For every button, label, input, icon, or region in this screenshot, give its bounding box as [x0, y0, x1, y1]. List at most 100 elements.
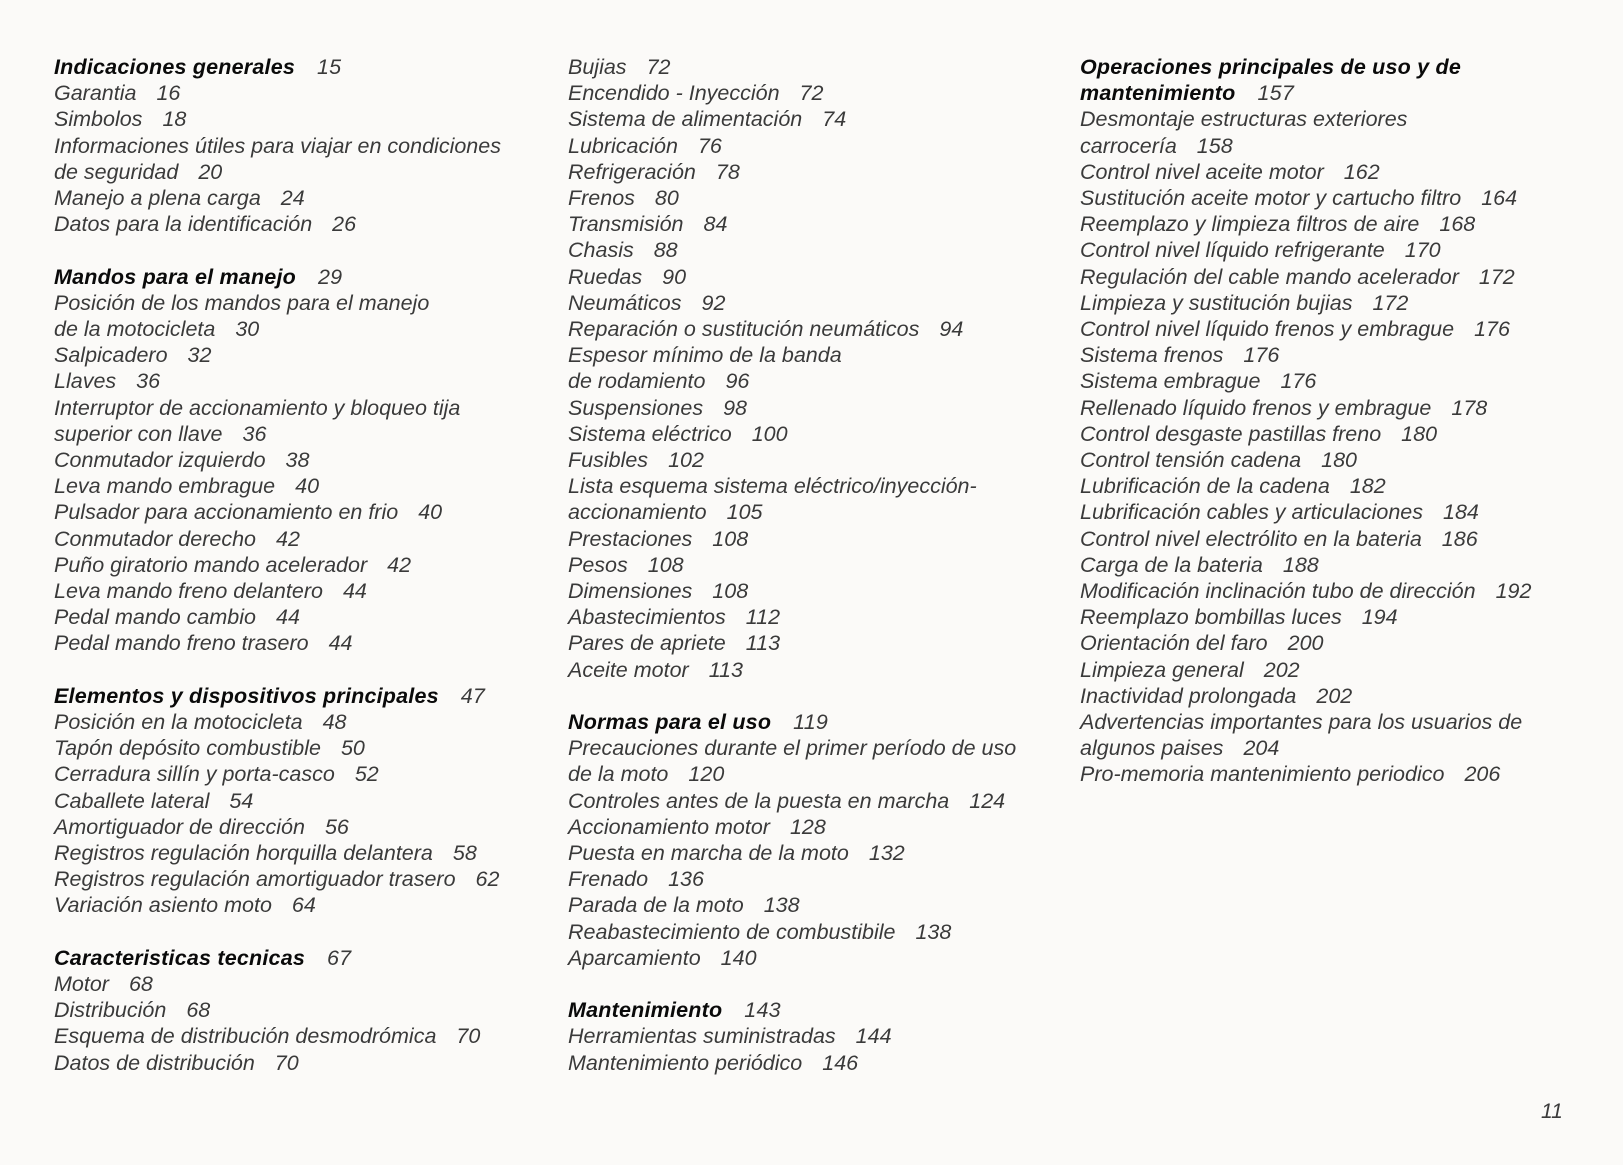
- toc-entry-page: 32: [187, 343, 212, 368]
- toc-entry-title: Distribución: [54, 998, 167, 1023]
- toc-section: Caracteristicas tecnicas 67 Motor 68 Distrib…: [54, 945, 501, 1076]
- toc-entry: Salpicadero 32: [54, 342, 501, 368]
- toc-entry-title: Posición en la motocicleta: [54, 710, 303, 735]
- toc-entry-title: Precauciones durante el primer período d…: [568, 736, 1017, 787]
- toc-entry: Control nivel electrólito en la bateria 1…: [1080, 526, 1531, 552]
- toc-entry-page: 202: [1316, 683, 1353, 708]
- section-heading-page: 47: [460, 683, 486, 708]
- toc-entry-title: Amortiguador de dirección: [54, 814, 305, 839]
- toc-entry-title: Fusibles: [568, 448, 649, 473]
- toc-entry-title: Datos para la identificación: [54, 212, 313, 237]
- toc-entry: Ruedas 90: [568, 264, 1016, 290]
- toc-entry: Lista esquema sistema eléctrico/inyecció…: [568, 473, 1016, 525]
- toc-entry-title: Bujias: [568, 55, 627, 79]
- section-heading-title: Elementos y dispositivos principales: [54, 683, 439, 708]
- toc-entry-page: 158: [1196, 133, 1233, 158]
- toc-section: Bujias 72 Encendido - Inyección 72 Sistema d…: [568, 54, 1016, 683]
- toc-entry-page: 146: [822, 1050, 859, 1075]
- toc-entry-page: 202: [1263, 657, 1300, 682]
- toc-entry: Transmisión 84: [568, 211, 1016, 237]
- toc-entry-page: 100: [751, 421, 788, 446]
- toc-entry-title: Pesos: [568, 552, 628, 577]
- toc-entry: Sustitución aceite motor y cartucho filt…: [1080, 185, 1531, 211]
- toc-entry-page: 172: [1478, 264, 1515, 289]
- toc-entry: Leva mando embrague 40: [54, 473, 501, 499]
- toc-entry-title: Aparcamiento: [568, 945, 701, 970]
- toc-entry-title: Pares de apriete: [568, 631, 726, 656]
- toc-entry-page: 172: [1372, 290, 1409, 315]
- toc-entry: Aparcamiento 140: [568, 945, 1016, 971]
- toc-entry: Encendido - Inyección 72: [568, 80, 1016, 106]
- section-heading: Operaciones principales de uso y de mant…: [1080, 54, 1531, 106]
- toc-entry-page: 76: [697, 133, 722, 158]
- section-heading-page: 119: [793, 710, 829, 735]
- toc-entry-page: 16: [156, 81, 181, 106]
- toc-entry-page: 176: [1474, 317, 1510, 342]
- toc-entry-page: 186: [1441, 526, 1478, 551]
- toc-entry-page: 58: [452, 841, 477, 866]
- section-heading: Caracteristicas tecnicas 67: [54, 945, 501, 971]
- toc-entry-title: Pro-memoria mantenimiento periodico: [1080, 762, 1445, 787]
- toc-entry: Accionamiento motor 128: [568, 814, 1016, 840]
- toc-entry-page: 170: [1404, 238, 1441, 263]
- toc-entry-title: Transmisión: [568, 212, 684, 237]
- toc-entry-page: 108: [712, 526, 749, 551]
- toc-entry-page: 44: [342, 579, 367, 604]
- toc-entry: Chasis 88: [568, 237, 1016, 263]
- toc-entry: Inactividad prolongada 202: [1080, 683, 1531, 709]
- toc-entry: Carga de la bateria 188: [1080, 552, 1531, 578]
- toc-entry-page: 140: [720, 945, 757, 970]
- toc-entry-page: 44: [328, 631, 353, 656]
- toc-entry: Refrigeración 78: [568, 159, 1016, 185]
- toc-entry-page: 72: [646, 55, 671, 79]
- toc-entry-title: Cerradura sillín y porta-casco: [54, 762, 335, 787]
- toc-entry: Puño giratorio mando acelerador 42: [54, 552, 501, 578]
- toc-entry-title: Rellenado líquido frenos y embrague: [1080, 395, 1432, 420]
- toc-entry-page: 128: [789, 814, 826, 839]
- toc-entry: Pedal mando cambio 44: [54, 604, 501, 630]
- toc-entry-page: 68: [128, 972, 153, 997]
- section-heading: Mantenimiento 143: [568, 997, 1016, 1023]
- toc-entry-title: Informaciones útiles para viajar en cond…: [54, 133, 501, 184]
- toc-entry-title: Registros regulación amortiguador traser…: [54, 867, 456, 892]
- toc-entry-page: 132: [868, 841, 905, 866]
- toc-entry: Reemplazo y limpieza filtros de aire 168: [1080, 211, 1531, 237]
- toc-entry-page: 26: [332, 212, 357, 237]
- toc-entry: Parada de la moto 138: [568, 892, 1016, 918]
- toc-entry: Lubrificación cables y articulaciones 184: [1080, 499, 1531, 525]
- toc-entry-title: Sistema eléctrico: [568, 421, 732, 446]
- toc-entry: Registros regulación horquilla delantera…: [54, 840, 501, 866]
- toc-entry-page: 70: [274, 1050, 299, 1075]
- toc-entry-title: Lubrificación cables y articulaciones: [1080, 500, 1423, 525]
- toc-entry-page: 70: [456, 1024, 481, 1049]
- toc-column-2: Bujias 72 Encendido - Inyección 72 Sistema d…: [568, 54, 1016, 1102]
- toc-entry-page: 138: [915, 919, 952, 944]
- toc-entry-title: Suspensiones: [568, 395, 704, 420]
- toc-entry-page: 194: [1361, 605, 1398, 630]
- toc-entry-page: 74: [822, 107, 847, 132]
- toc-column-1: Indicaciones generales 15 Garantia 16 Simbol…: [54, 54, 501, 1102]
- toc-entry-title: Limpieza general: [1080, 657, 1244, 682]
- toc-entry-page: 56: [324, 814, 349, 839]
- toc-entry-page: 113: [745, 631, 781, 656]
- toc-entry-title: Refrigeración: [568, 159, 696, 184]
- toc-entry-title: Limpieza y sustitución bujias: [1080, 290, 1353, 315]
- toc-section: Indicaciones generales 15 Garantia 16 Simbol…: [54, 54, 501, 237]
- section-heading-title: Mandos para el manejo: [54, 264, 296, 289]
- toc-entry: Neumáticos 92: [568, 290, 1016, 316]
- toc-entry: Bujias 72: [568, 54, 1016, 80]
- toc-entry-title: Salpicadero: [54, 343, 168, 368]
- toc-entry: Registros regulación amortiguador traser…: [54, 866, 501, 892]
- toc-entry-page: 192: [1495, 579, 1532, 604]
- toc-entry-page: 18: [162, 107, 187, 132]
- toc-entry-title: Desmontaje estructuras exteriores carroc…: [1080, 107, 1408, 158]
- toc-entry-page: 42: [275, 526, 300, 551]
- toc-column-3: Operaciones principales de uso y de mant…: [1080, 54, 1531, 814]
- toc-entry-title: Controles antes de la puesta en marcha: [568, 788, 950, 813]
- toc-entry-title: Registros regulación horquilla delantera: [54, 841, 433, 866]
- toc-entry-title: Reabastecimiento de combustibile: [568, 919, 896, 944]
- toc-entry: Sistema eléctrico 100: [568, 421, 1016, 447]
- toc-entry-page: 164: [1481, 186, 1518, 211]
- section-heading: Elementos y dispositivos principales 47: [54, 683, 501, 709]
- toc-entry: Caballete lateral 54: [54, 788, 501, 814]
